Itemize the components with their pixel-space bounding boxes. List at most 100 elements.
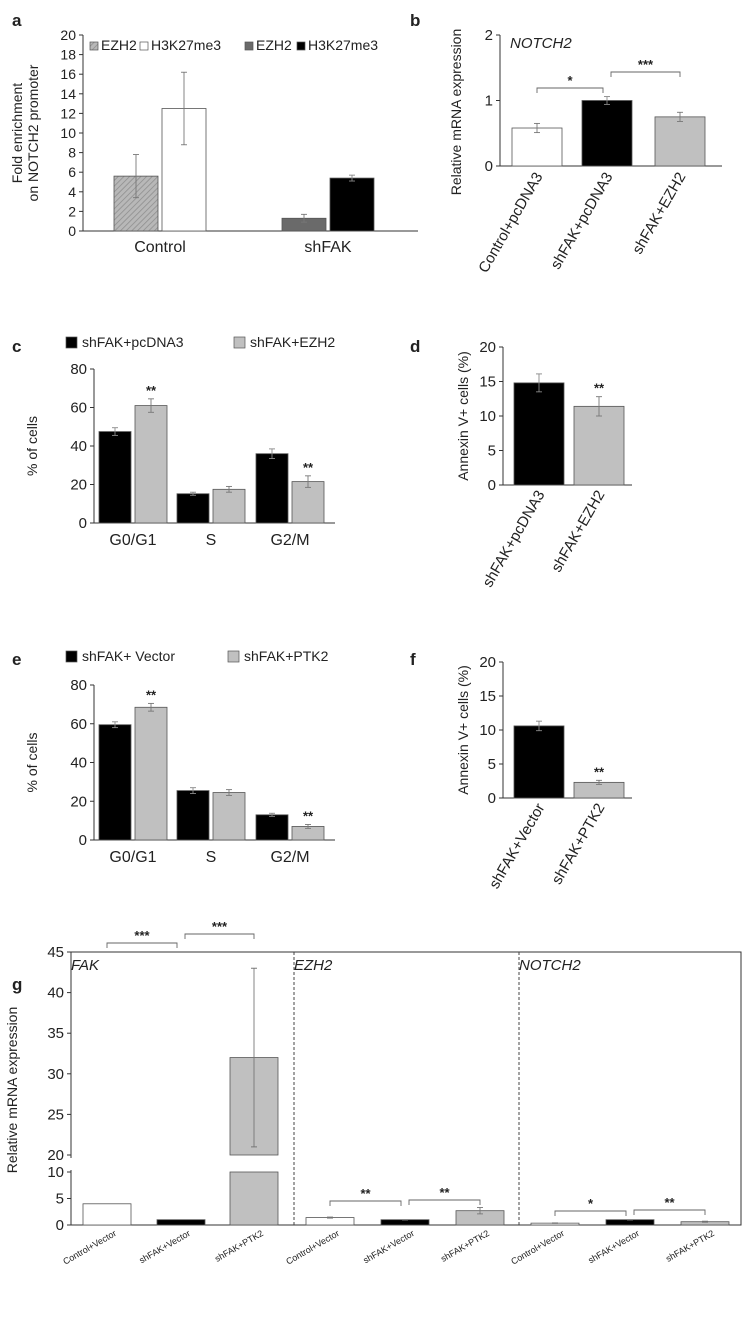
bar-0 xyxy=(513,382,565,486)
y-tick-label: 16 xyxy=(60,66,76,82)
y-tick-label: 20 xyxy=(479,339,496,356)
x-category-label: shFAK+PTK2 xyxy=(439,1228,491,1264)
legend-entry: shFAK+EZH2 xyxy=(250,334,335,350)
x-category-label: shFAK+EZH2 xyxy=(548,488,608,576)
y-tick-label: 15 xyxy=(479,374,496,391)
bar-S-s1 xyxy=(212,488,246,524)
y-tick-label: 5 xyxy=(488,756,496,773)
x-category-label: shFAK+PTK2 xyxy=(549,801,609,888)
bar-0 xyxy=(511,127,563,167)
significance-label: *** xyxy=(134,928,150,943)
y-axis-label: Fold enrichment xyxy=(9,83,25,183)
group-title: EZH2 xyxy=(294,957,333,974)
significance-label: * xyxy=(588,1196,594,1211)
bar-S-s0 xyxy=(176,790,210,841)
legend: EZH2 H3K27me3 EZH2 H3K27me3 xyxy=(89,37,378,53)
y-tick-label: 5 xyxy=(56,1191,64,1208)
panel-label-f: f xyxy=(410,650,416,669)
bar-G0/G1-s1 xyxy=(134,706,168,841)
bar-G0/G1-s1 xyxy=(134,405,168,524)
panel-label-e: e xyxy=(12,650,21,669)
legend-swatch xyxy=(233,336,246,349)
y-axis-label: Relative mRNA expression xyxy=(4,1007,20,1174)
y-axis-label: % of cells xyxy=(24,733,40,793)
significance-label: * xyxy=(567,73,573,88)
group-title: NOTCH2 xyxy=(519,957,581,974)
legend-swatch xyxy=(244,41,254,51)
y-tick-label: 0 xyxy=(485,158,493,175)
panel-label-c: c xyxy=(12,337,21,356)
legend-entry: EZH2 xyxy=(256,37,292,53)
bar-ezh2-1 xyxy=(380,1219,430,1226)
bar-G2/M-s0 xyxy=(255,814,289,841)
legend-entry: EZH2 xyxy=(101,37,137,53)
x-category-label: shFAK+Vector xyxy=(486,801,548,892)
y-tick-label: 0 xyxy=(488,790,496,807)
y-tick-label: 80 xyxy=(70,677,87,694)
y-tick-label: 40 xyxy=(70,755,87,772)
x-category-label: Control+pcDNA3 xyxy=(475,170,546,276)
y-tick-label: 20 xyxy=(70,477,87,494)
group-fak: FAK Control+Vector shFAK+Vector shFAK+PTK2 *… xyxy=(61,919,279,1267)
y-tick-label: 20 xyxy=(47,1147,64,1164)
legend-swatch xyxy=(65,650,78,663)
x-category-label: shFAK+Vector xyxy=(137,1228,192,1265)
legend-entry: shFAK+pcDNA3 xyxy=(82,334,184,350)
y-axis-label: Annexin V+ cells (%) xyxy=(455,351,471,481)
y-tick-label: 10 xyxy=(479,722,496,739)
panel-d-chart: 0 5 10 15 20 Annexin V+ cells (%) shFAK+pcDNA3… xyxy=(455,339,632,590)
bar-S-s1 xyxy=(212,792,246,841)
y-tick-label: 40 xyxy=(70,438,87,455)
y-tick-label: 10 xyxy=(479,408,496,425)
significance-bracket xyxy=(554,1210,627,1216)
y-tick-label: 2 xyxy=(68,203,76,219)
x-category-label: Control+Vector xyxy=(61,1228,118,1267)
y-tick-label: 8 xyxy=(68,145,76,161)
significance-label: ** xyxy=(439,1185,450,1200)
y-axis-label: Relative mRNA expression xyxy=(448,29,464,196)
significance-label: ** xyxy=(664,1195,675,1210)
bar-fak-1 xyxy=(156,1219,206,1226)
significance-bracket xyxy=(408,1199,481,1205)
legend-swatch xyxy=(89,41,99,51)
bar-fak-0 xyxy=(82,1203,132,1226)
panel-label-g: g xyxy=(12,975,22,994)
x-category-label: shFAK+Vector xyxy=(586,1228,641,1265)
legend-swatch xyxy=(296,41,306,51)
group-notch2: NOTCH2 Control+Vector shFAK+Vector shFAK+PT… xyxy=(509,957,730,1267)
x-category-label: shFAK+PTK2 xyxy=(213,1228,265,1264)
y-tick-label: 0 xyxy=(79,832,87,849)
bar-G2/M-s0 xyxy=(255,453,289,524)
significance-label: ** xyxy=(303,809,314,824)
significance-bracket xyxy=(536,87,604,93)
y-tick-label: 20 xyxy=(479,654,496,671)
x-category-label: shFAK+pcDNA3 xyxy=(547,170,616,273)
x-category-label: S xyxy=(206,532,217,549)
x-category-label: shFAK+PTK2 xyxy=(664,1228,716,1264)
y-axis-label: on NOTCH2 promoter xyxy=(25,64,41,201)
bar-notch2-1 xyxy=(605,1219,655,1226)
panel-g-chart: 20 25 30 35 40 45 0 5 10 Relative mRNA expression… xyxy=(4,919,742,1267)
y-tick-label: 25 xyxy=(47,1106,64,1123)
bar-lower-part xyxy=(229,1171,279,1226)
bar-0 xyxy=(513,725,565,799)
legend-swatch xyxy=(139,41,149,51)
x-category-label: shFAK+EZH2 xyxy=(629,170,689,258)
y-tick-label: 0 xyxy=(488,477,496,494)
y-axis-label: Annexin V+ cells (%) xyxy=(455,665,471,795)
bar-G0/G1-s0 xyxy=(98,431,132,524)
significance-label: ** xyxy=(146,383,157,398)
x-category-label: Control+Vector xyxy=(284,1228,341,1267)
significance-label: *** xyxy=(638,57,654,72)
legend-entry: shFAK+ Vector xyxy=(82,648,175,664)
y-tick-label: 45 xyxy=(47,944,64,961)
chart-title: NOTCH2 xyxy=(510,35,572,52)
y-tick-label: 0 xyxy=(56,1217,64,1234)
bar-shfak-h3k27me3 xyxy=(329,177,375,232)
x-category-label: shFAK+pcDNA3 xyxy=(479,488,548,591)
panel-label-b: b xyxy=(410,11,420,30)
legend-swatch xyxy=(65,336,78,349)
y-tick-label: 30 xyxy=(47,1066,64,1083)
significance-bracket xyxy=(184,933,255,939)
bar-G0/G1-s0 xyxy=(98,724,132,841)
